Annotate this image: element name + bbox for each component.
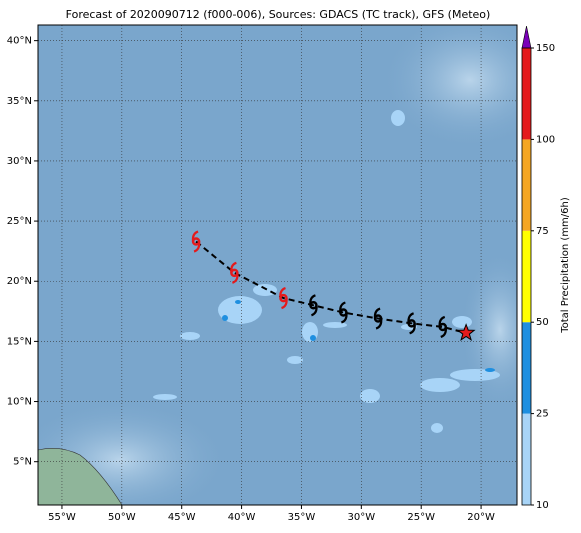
y-tick-label: 40°N xyxy=(7,36,32,47)
colorbar-tick-label: 75 xyxy=(536,226,549,237)
storm-arm xyxy=(279,287,288,310)
x-tick-label: 25°W xyxy=(407,512,435,523)
x-tick-label: 55°W xyxy=(48,512,76,523)
storm-symbol xyxy=(191,230,201,253)
map-background xyxy=(38,25,517,505)
storm-arm xyxy=(407,312,416,335)
y-tick-label: 25°N xyxy=(7,216,32,227)
colorbar-tick-label: 10 xyxy=(536,500,549,511)
y-tick-label: 35°N xyxy=(7,96,32,107)
colorbar-segment xyxy=(522,413,531,505)
storm-arm xyxy=(339,301,348,324)
y-tick-label: 15°N xyxy=(7,336,32,347)
colorbar-segment xyxy=(522,230,531,323)
colorbar-tick-label: 100 xyxy=(536,134,555,145)
storm-symbol xyxy=(230,261,239,284)
colorbar-label: Total Precipitation (mm/6h) xyxy=(560,197,571,334)
storm-symbol xyxy=(407,312,416,335)
map-frame xyxy=(37,24,518,506)
storm-symbol xyxy=(339,301,348,324)
storm-arm xyxy=(438,315,447,338)
colorbar-segment xyxy=(522,322,531,414)
x-tick-label: 30°W xyxy=(348,512,376,523)
storm-arm xyxy=(191,230,201,253)
colorbar-tick-label: 25 xyxy=(536,409,549,420)
map-title: Forecast of 2020090712 (f000-006), Sourc… xyxy=(66,8,491,21)
colorbar-segment xyxy=(522,139,531,231)
x-tick-label: 50°W xyxy=(108,512,136,523)
y-tick-label: 10°N xyxy=(7,397,32,408)
colorbar-extend xyxy=(521,25,532,49)
precip-areas xyxy=(153,110,500,433)
current-position xyxy=(456,323,476,341)
colorbar-tick-label: 150 xyxy=(536,43,555,54)
y-tick-label: 30°N xyxy=(7,156,32,167)
storm-symbol xyxy=(373,307,383,330)
precip-heavy xyxy=(222,300,495,372)
storm-arm xyxy=(373,307,383,330)
y-tick-label: 20°N xyxy=(7,276,32,287)
x-tick-label: 35°W xyxy=(288,512,316,523)
x-tick-label: 45°W xyxy=(168,512,196,523)
y-tick-label: 5°N xyxy=(13,457,32,468)
storm-arm xyxy=(309,294,318,317)
storm-symbol xyxy=(279,287,288,310)
colorbar-frame xyxy=(521,47,532,506)
x-tick-label: 20°W xyxy=(467,512,495,523)
storm-arm xyxy=(230,261,239,284)
map-layer: 55°W 50°W 45°W 40°W 35°W 30°W 25°W 20°W 5°N 10°N 1… xyxy=(7,25,571,523)
storm-symbol xyxy=(438,315,448,338)
colorbar-tick-label: 50 xyxy=(536,317,549,328)
x-tick-label: 40°W xyxy=(228,512,256,523)
storm-symbol xyxy=(309,294,318,317)
colorbar-segment xyxy=(522,48,531,140)
